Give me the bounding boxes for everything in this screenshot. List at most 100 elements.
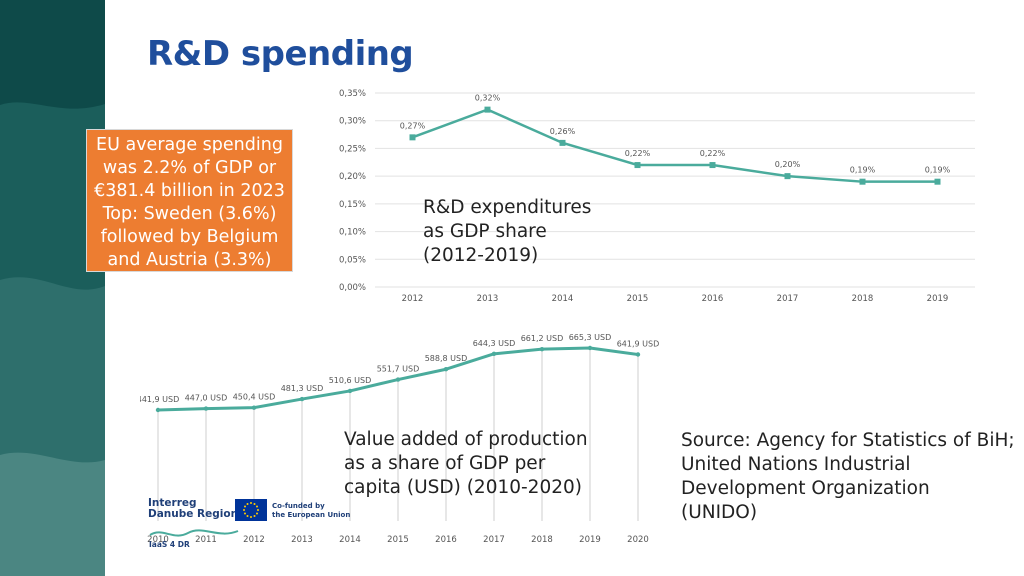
x-tick-label: 2016 [702, 294, 724, 304]
data-point [934, 178, 941, 185]
data-point [784, 173, 791, 180]
callout-line: Top: Sweden (3.6%) [102, 204, 277, 224]
data-point [559, 139, 566, 146]
data-label: 588,8 USD [425, 354, 468, 363]
iaas-wave-icon [149, 529, 239, 537]
data-label: 551,7 USD [377, 365, 420, 374]
y-tick-label: 0,25% [339, 144, 366, 154]
data-point [491, 351, 497, 357]
eu-average-callout: EU average spending was 2.2% of GDP or €… [86, 129, 293, 272]
x-tick-label: 2020 [627, 535, 649, 545]
x-tick-label: 2017 [483, 535, 505, 545]
x-tick-label: 2014 [339, 535, 361, 545]
data-label: 481,3 USD [281, 384, 324, 393]
data-label: 0,22% [625, 149, 651, 158]
page-title: R&D spending [147, 34, 414, 74]
y-tick-label: 0,30% [339, 117, 366, 127]
x-tick-label: 2018 [852, 294, 874, 304]
y-tick-label: 0,05% [339, 255, 366, 265]
data-label: 0,19% [925, 166, 951, 175]
interreg-logo-line: Interreg [148, 497, 197, 509]
data-point [155, 407, 161, 413]
sidebar-decoration [0, 0, 105, 576]
callout-line: and Austria (3.3%) [107, 250, 272, 270]
data-point [299, 396, 305, 402]
rd-chart-caption: R&D expenditures as GDP share (2012-2019… [423, 196, 591, 268]
data-label: 0,20% [775, 160, 801, 169]
data-label: 0,32% [475, 94, 501, 103]
interreg-logo: Interreg Danube Region [148, 498, 238, 520]
y-tick-label: 0,00% [339, 283, 366, 293]
data-point [409, 134, 416, 141]
data-point [859, 178, 866, 185]
x-tick-label: 2015 [627, 294, 649, 304]
x-tick-label: 2019 [927, 294, 949, 304]
data-point [203, 406, 209, 411]
callout-line: was 2.2% of GDP or [102, 158, 277, 178]
eu-flag-icon [235, 499, 267, 521]
data-point [634, 162, 641, 169]
data-point [709, 162, 716, 169]
rd-expenditure-chart: 0,00% 0,05% 0,10% 0,15% 0,20% 0,25% 0,30% 0,35%… [339, 89, 975, 304]
caption-line: Value added of production [344, 429, 588, 450]
data-label: 447,0 USD [185, 394, 228, 403]
x-tick-label: 2013 [477, 294, 499, 304]
y-tick-label: 0,15% [339, 200, 366, 210]
caption-line: as GDP share [423, 221, 547, 242]
x-tick-label: 2015 [387, 535, 409, 545]
x-tick-label: 2019 [579, 535, 601, 545]
callout-line: €381.4 billion in 2023 [94, 181, 285, 201]
caption-line: R&D expenditures [423, 197, 592, 218]
data-point [539, 346, 545, 352]
data-label: 441,9 USD [140, 395, 179, 404]
x-tick-label: 2011 [195, 535, 217, 545]
data-label: 0,27% [400, 121, 426, 130]
x-tick-label: 2010 [147, 535, 169, 545]
x-tick-label: 2018 [531, 535, 553, 545]
data-label: 641,9 USD [617, 339, 660, 348]
iaas-logo-text: IaaS 4 DR [149, 540, 190, 549]
caption-line: as a share of GDP per [344, 453, 546, 474]
data-label: 661,2 USD [521, 334, 564, 343]
y-tick-label: 0,35% [339, 89, 366, 99]
series-line [412, 108, 938, 183]
data-point [635, 352, 641, 357]
data-point [443, 367, 449, 372]
data-label: 450,4 USD [233, 393, 276, 402]
source-line: Source: Agency for Statistics of BiH; [681, 430, 1015, 451]
source-note: Source: Agency for Statistics of BiH; Un… [681, 429, 1015, 525]
caption-line: capita (USD) (2010-2020) [344, 477, 582, 498]
eu-cofunded-logo: Co-funded by the European Union [272, 502, 350, 520]
data-point [251, 405, 257, 410]
eu-logo-line: Co-funded by [272, 502, 325, 510]
iaas-logo: IaaS 4 DR [148, 525, 243, 551]
source-line: (UNIDO) [681, 502, 758, 523]
callout-line: followed by Belgium [100, 227, 279, 247]
x-tick-label: 2013 [291, 535, 313, 545]
x-tick-label: 2016 [435, 535, 457, 545]
data-point [347, 388, 353, 394]
data-label: 0,22% [700, 149, 726, 158]
interreg-logo-line: Danube Region [148, 508, 239, 520]
data-point [587, 345, 593, 351]
value-added-chart: 441,9 USD 447,0 USD 450,4 USD 481,3 USD 510,… [140, 333, 660, 545]
data-label: 0,26% [550, 127, 576, 136]
data-label: 510,6 USD [329, 376, 372, 385]
y-tick-label: 0,10% [339, 228, 366, 238]
data-point [484, 106, 491, 113]
source-line: United Nations Industrial [681, 454, 911, 475]
x-tick-label: 2012 [243, 535, 265, 545]
funding-logos: Interreg Danube Region Co-funded by the … [148, 498, 350, 526]
data-point [395, 377, 401, 382]
x-tick-label: 2012 [402, 294, 424, 304]
source-line: Development Organization [681, 478, 930, 499]
data-label: 644,3 USD [473, 339, 516, 348]
caption-line: (2012-2019) [423, 245, 539, 266]
value-added-caption: Value added of production as a share of … [344, 428, 588, 500]
x-tick-label: 2014 [552, 294, 574, 304]
y-tick-label: 0,20% [339, 172, 366, 182]
data-label: 665,3 USD [569, 333, 612, 342]
callout-line: EU average spending [96, 135, 283, 155]
eu-logo-line: the European Union [272, 511, 351, 519]
x-tick-label: 2017 [777, 294, 799, 304]
